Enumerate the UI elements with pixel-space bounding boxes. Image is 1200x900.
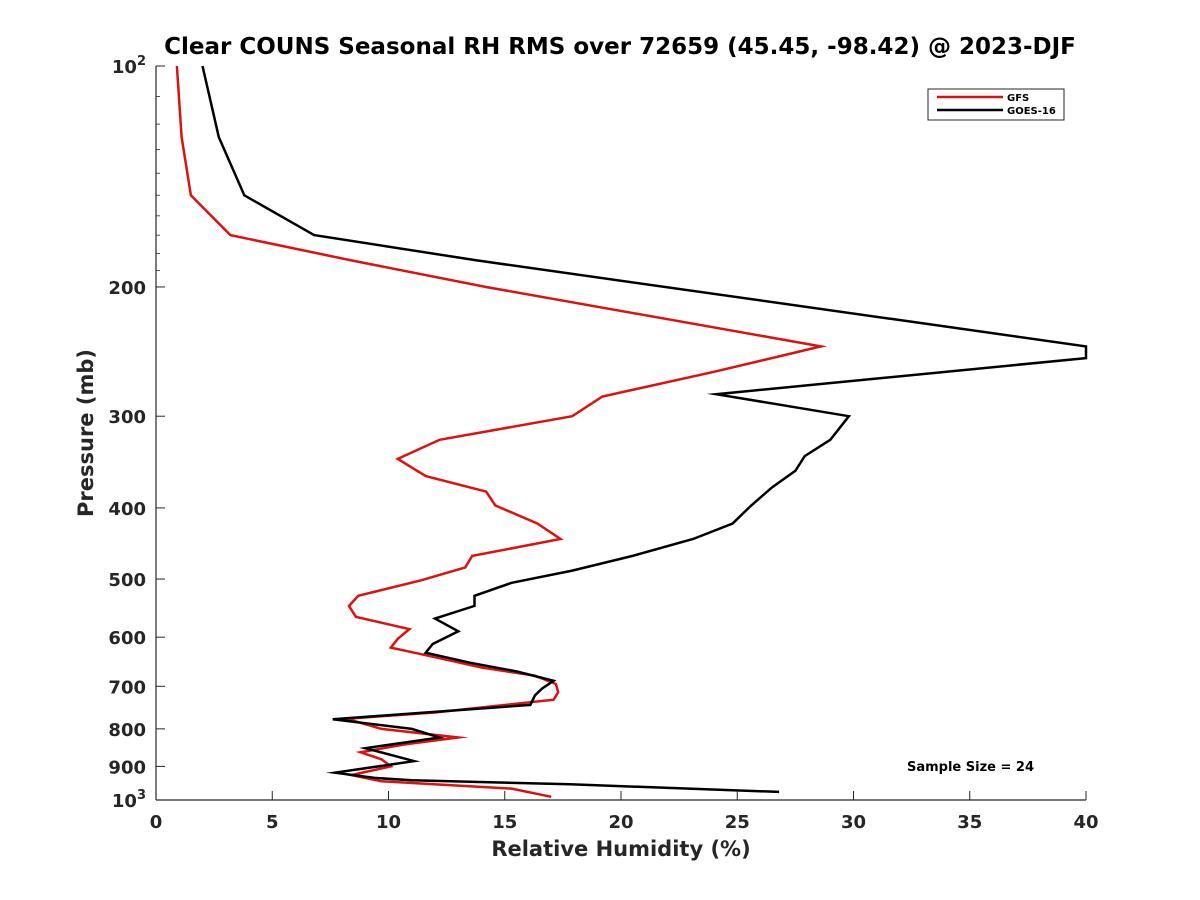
y-tick-label: 500 [108, 570, 146, 591]
x-tick-label: 30 [841, 812, 866, 833]
plot-area [156, 66, 1086, 800]
x-tick-label: 15 [492, 812, 517, 833]
x-tick-label: 0 [150, 812, 163, 833]
series-layer [175, 65, 1088, 799]
x-axis-label: Relative Humidity (%) [491, 837, 750, 861]
x-tick-label: 25 [725, 812, 750, 833]
x-tick-label: 40 [1073, 812, 1098, 833]
axes-layer: 0 5 10 15 20 25 30 35 40 102 200 300 400 500 600 700 800… [108, 54, 1098, 833]
x-tick-label: 5 [266, 812, 279, 833]
legend-label-gfs: GFS [1007, 93, 1029, 104]
series-line-gfs [175, 65, 828, 799]
legend-box [927, 88, 1065, 121]
y-tick-label: 103 [112, 788, 146, 812]
chart-title: Clear COUNS Seasonal RH RMS over 72659 (… [164, 34, 1076, 60]
y-tick-label: 900 [108, 757, 146, 778]
y-tick-label: 700 [108, 677, 146, 698]
y-tick-label: 102 [112, 54, 146, 78]
y-axis-label: Pressure (mb) [74, 349, 98, 517]
legend-label-goes-16: GOES-16 [1007, 106, 1056, 117]
x-tick-label: 35 [957, 812, 982, 833]
y-tick-label: 200 [108, 278, 146, 299]
y-tick-label: 300 [108, 407, 146, 428]
y-tick-label: 800 [108, 720, 146, 741]
series-line-goes-16 [201, 65, 1088, 794]
x-tick-label: 10 [376, 812, 401, 833]
x-tick-label: 20 [608, 812, 633, 833]
sample-size-annotation: Sample Size = 24 [907, 760, 1034, 775]
y-tick-label: 400 [108, 499, 146, 520]
y-tick-label: 600 [108, 628, 146, 649]
legend: GFS GOES-16 [927, 88, 1065, 121]
